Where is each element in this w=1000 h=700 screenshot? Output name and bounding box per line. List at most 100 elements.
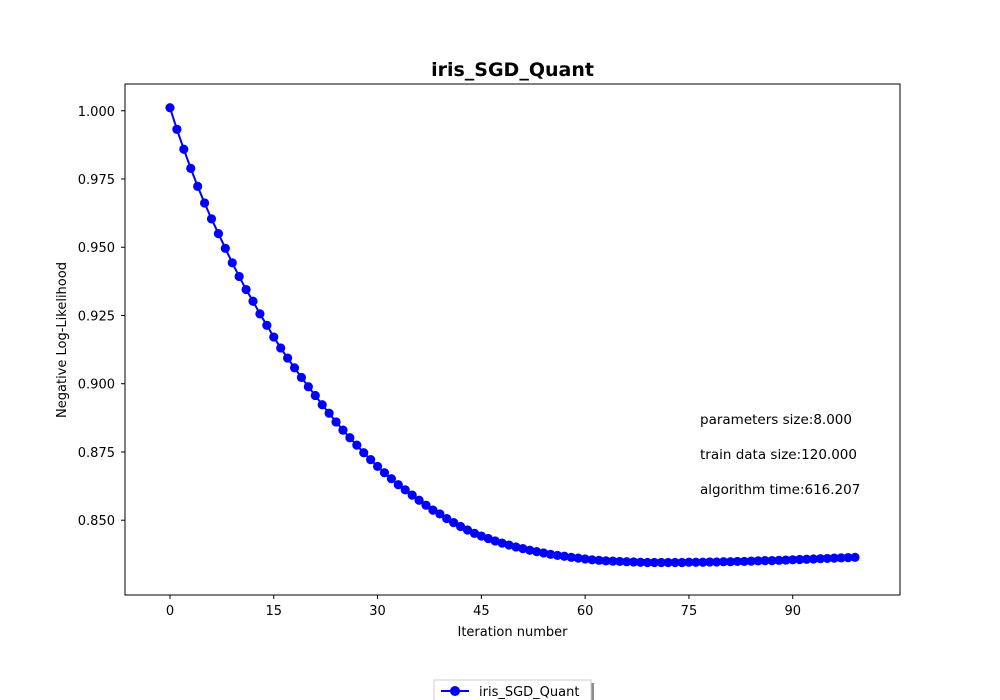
- data-point: [220, 243, 230, 253]
- data-point: [691, 557, 701, 567]
- data-point: [372, 461, 383, 472]
- data-point: [795, 554, 805, 565]
- data-point: [705, 557, 715, 567]
- data-point: [476, 531, 486, 541]
- data-point: [670, 557, 680, 568]
- x-tick-label: 15: [265, 604, 282, 619]
- legend: iris_SGD_Quant: [433, 679, 594, 700]
- data-point: [725, 557, 736, 567]
- plot-area: [124, 83, 901, 596]
- data-point: [684, 557, 694, 567]
- data-point: [359, 448, 369, 458]
- data-point: [193, 181, 203, 191]
- data-point: [317, 400, 327, 410]
- data-point: [352, 440, 362, 450]
- chart-title: iris_SGD_Quant: [431, 59, 594, 81]
- data-point: [545, 549, 556, 559]
- x-tick-label: 60: [577, 604, 594, 619]
- data-point: [462, 525, 473, 535]
- y-tick-label: 0.900: [78, 378, 115, 393]
- data-point: [497, 538, 507, 548]
- data-point: [407, 490, 417, 500]
- data-point: [656, 557, 666, 568]
- data-point: [248, 296, 258, 306]
- data-point: [386, 474, 397, 484]
- data-point: [788, 555, 798, 565]
- data-point: [628, 557, 639, 567]
- y-tick-label: 0.850: [78, 514, 115, 529]
- legend-marker-swatch: [450, 686, 460, 696]
- y-axis: 0.850 0.875 0.900 0.925 0.950 0.975 1.000: [78, 105, 125, 529]
- x-tick-label: 0: [166, 604, 174, 619]
- y-tick-label: 0.975: [78, 173, 115, 188]
- data-point: [518, 544, 528, 554]
- data-point: [622, 557, 632, 567]
- data-point: [449, 518, 459, 528]
- data-point: [428, 505, 438, 515]
- data-point: [559, 551, 570, 561]
- data-point: [324, 408, 334, 418]
- annotations: parameters size:8.000 train data size:12…: [700, 412, 860, 498]
- data-point: [539, 548, 549, 558]
- data-point: [573, 553, 583, 563]
- data-point: [815, 554, 826, 564]
- data-point: [635, 557, 646, 567]
- x-axis-label: Iteration number: [457, 625, 568, 640]
- data-point: [525, 545, 535, 555]
- annotation-parameters-size: parameters size:8.000: [700, 412, 852, 428]
- data-point: [289, 363, 300, 373]
- data-point: [379, 468, 390, 478]
- data-point: [276, 343, 286, 353]
- data-point: [552, 550, 563, 561]
- data-point: [511, 542, 521, 552]
- series-layer: [165, 103, 860, 568]
- data-point: [255, 309, 265, 319]
- data-point: [594, 555, 604, 565]
- data-point: [421, 500, 431, 510]
- data-point: [172, 124, 182, 134]
- data-point: [601, 556, 611, 566]
- data-point: [338, 425, 348, 435]
- data-point: [234, 271, 244, 282]
- data-point: [836, 553, 846, 563]
- data-point: [822, 553, 832, 564]
- data-point: [801, 554, 812, 564]
- y-tick-label: 0.925: [78, 309, 115, 324]
- data-point: [414, 495, 424, 505]
- data-point: [566, 552, 576, 562]
- data-point: [580, 554, 590, 564]
- y-tick-label: 1.000: [78, 105, 115, 120]
- data-point: [753, 556, 763, 566]
- data-point: [767, 556, 777, 566]
- annotation-train-data-size: train data size:120.000: [700, 447, 857, 463]
- x-tick-label: 45: [473, 604, 490, 619]
- y-tick-label: 0.875: [78, 446, 115, 461]
- data-point: [608, 556, 618, 566]
- x-axis: 0 15 30 45 60 75 90: [166, 595, 801, 619]
- data-point: [615, 556, 625, 567]
- data-point: [269, 332, 279, 342]
- data-point: [262, 320, 272, 330]
- data-point: [442, 513, 452, 524]
- data-point: [732, 556, 742, 567]
- data-point: [469, 528, 480, 538]
- data-point: [241, 284, 251, 295]
- data-point: [843, 553, 853, 563]
- data-point: [712, 557, 722, 567]
- data-point: [227, 258, 237, 268]
- data-point: [366, 455, 376, 465]
- data-point: [808, 554, 819, 564]
- x-tick-label: 90: [784, 604, 801, 619]
- data-point: [179, 144, 189, 154]
- data-point: [165, 103, 175, 113]
- data-point: [642, 557, 653, 568]
- data-point: [490, 536, 500, 546]
- data-point: [677, 557, 687, 568]
- x-tick-label: 30: [369, 604, 386, 619]
- data-point: [483, 533, 493, 544]
- data-point: [649, 557, 659, 568]
- data-point: [739, 556, 749, 567]
- data-point: [829, 553, 839, 563]
- data-point: [663, 557, 673, 568]
